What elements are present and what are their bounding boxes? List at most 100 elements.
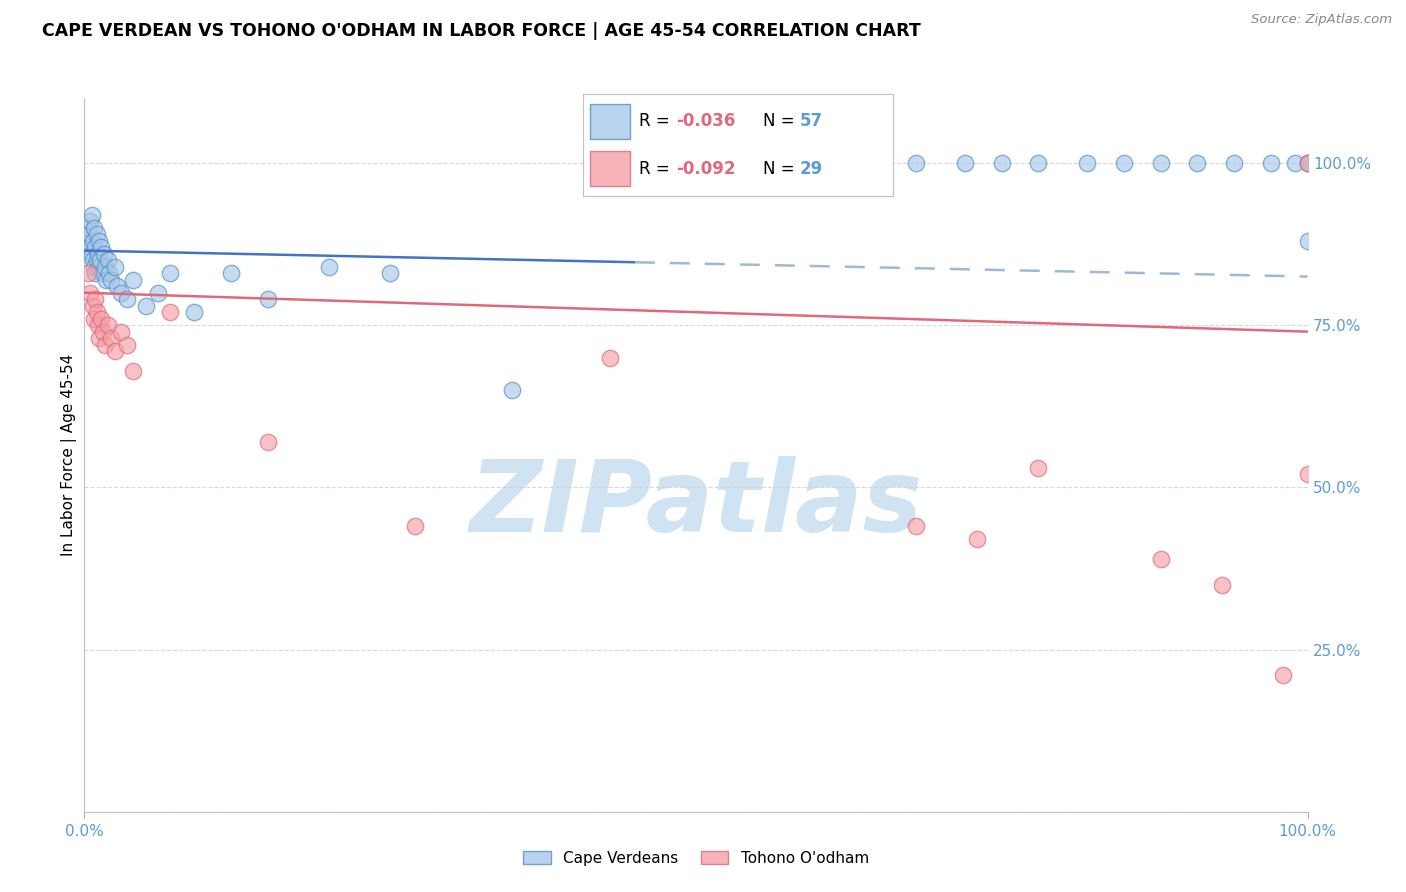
Point bbox=[1223, 156, 1246, 170]
Text: 57: 57 bbox=[800, 112, 823, 130]
Point bbox=[87, 318, 110, 333]
Point bbox=[1114, 156, 1136, 170]
Point bbox=[80, 208, 103, 222]
Point bbox=[84, 292, 107, 306]
Point bbox=[122, 363, 145, 377]
Point bbox=[97, 266, 120, 280]
Point bbox=[115, 292, 138, 306]
Point bbox=[83, 260, 105, 274]
Text: ZIPatlas: ZIPatlas bbox=[470, 457, 922, 553]
Point bbox=[1296, 234, 1319, 248]
Point bbox=[87, 247, 110, 261]
Point bbox=[86, 253, 108, 268]
Point bbox=[100, 331, 122, 345]
Point bbox=[115, 337, 138, 351]
Point bbox=[146, 285, 169, 300]
Point bbox=[94, 260, 117, 274]
FancyBboxPatch shape bbox=[589, 104, 630, 139]
Point bbox=[86, 227, 108, 242]
Point bbox=[183, 305, 205, 319]
Point bbox=[83, 311, 105, 326]
Text: Source: ZipAtlas.com: Source: ZipAtlas.com bbox=[1251, 13, 1392, 27]
Point bbox=[79, 285, 101, 300]
Point bbox=[110, 325, 132, 339]
Point bbox=[87, 260, 110, 274]
Point bbox=[82, 299, 104, 313]
Point bbox=[1211, 577, 1233, 591]
Point bbox=[905, 519, 928, 533]
Point bbox=[89, 253, 111, 268]
Point bbox=[1296, 156, 1319, 170]
Point bbox=[257, 434, 280, 449]
Text: R =: R = bbox=[640, 160, 675, 178]
Point bbox=[869, 156, 891, 170]
Text: -0.036: -0.036 bbox=[676, 112, 735, 130]
Point bbox=[1296, 467, 1319, 482]
Point bbox=[1028, 461, 1050, 475]
Point bbox=[97, 318, 120, 333]
Point bbox=[404, 519, 426, 533]
Y-axis label: In Labor Force | Age 45-54: In Labor Force | Age 45-54 bbox=[62, 354, 77, 556]
Legend: Cape Verdeans, Tohono O'odham: Cape Verdeans, Tohono O'odham bbox=[517, 845, 875, 871]
Point bbox=[84, 266, 107, 280]
Point bbox=[1296, 156, 1319, 170]
Text: CAPE VERDEAN VS TOHONO O'ODHAM IN LABOR FORCE | AGE 45-54 CORRELATION CHART: CAPE VERDEAN VS TOHONO O'ODHAM IN LABOR … bbox=[42, 22, 921, 40]
Point bbox=[91, 266, 114, 280]
Point bbox=[90, 240, 112, 254]
Point bbox=[1296, 156, 1319, 170]
Point bbox=[219, 266, 242, 280]
Point bbox=[502, 383, 524, 397]
Point bbox=[110, 285, 132, 300]
Point bbox=[80, 247, 103, 261]
Point bbox=[991, 156, 1014, 170]
Point bbox=[380, 266, 402, 280]
Point bbox=[599, 351, 621, 365]
Point bbox=[1272, 668, 1295, 682]
Point bbox=[76, 234, 98, 248]
Point bbox=[82, 253, 104, 268]
Point bbox=[77, 220, 100, 235]
FancyBboxPatch shape bbox=[589, 151, 630, 186]
Point bbox=[105, 279, 128, 293]
Point bbox=[159, 266, 181, 280]
Point bbox=[91, 325, 114, 339]
Point bbox=[79, 240, 101, 254]
Text: R =: R = bbox=[640, 112, 675, 130]
Point bbox=[97, 253, 120, 268]
Point bbox=[966, 533, 988, 547]
Point bbox=[104, 260, 127, 274]
Text: N =: N = bbox=[763, 160, 800, 178]
Point bbox=[122, 273, 145, 287]
Point bbox=[257, 292, 280, 306]
Point bbox=[90, 311, 112, 326]
Point bbox=[77, 266, 100, 280]
Point bbox=[1187, 156, 1209, 170]
Point bbox=[135, 299, 157, 313]
Point bbox=[93, 247, 115, 261]
Point bbox=[159, 305, 181, 319]
Point bbox=[104, 344, 127, 359]
Point bbox=[1284, 156, 1306, 170]
Point bbox=[831, 156, 853, 170]
Point bbox=[1028, 156, 1050, 170]
Point bbox=[87, 234, 110, 248]
Point bbox=[84, 240, 107, 254]
Point bbox=[953, 156, 976, 170]
Point bbox=[79, 214, 101, 228]
Point bbox=[1260, 156, 1282, 170]
Point bbox=[82, 234, 104, 248]
Point bbox=[96, 273, 118, 287]
Text: -0.092: -0.092 bbox=[676, 160, 735, 178]
Point bbox=[1076, 156, 1098, 170]
Point bbox=[87, 331, 110, 345]
Point bbox=[77, 227, 100, 242]
Text: N =: N = bbox=[763, 112, 800, 130]
Point bbox=[94, 337, 117, 351]
Point bbox=[905, 156, 928, 170]
Point bbox=[83, 220, 105, 235]
Point bbox=[318, 260, 340, 274]
Point bbox=[86, 305, 108, 319]
Text: 29: 29 bbox=[800, 160, 824, 178]
Point bbox=[1150, 551, 1173, 566]
Point bbox=[100, 273, 122, 287]
